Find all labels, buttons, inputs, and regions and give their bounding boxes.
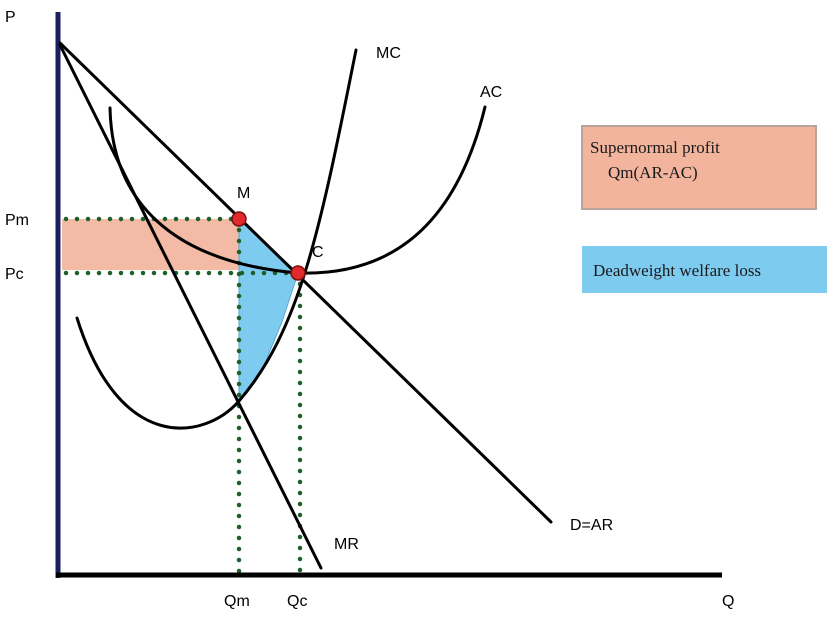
legend-deadweight-text: Deadweight welfare loss (593, 261, 761, 280)
quantity-qc-label: Qc (287, 593, 307, 610)
mc-curve (75, 48, 358, 430)
price-pm-label: Pm (5, 212, 29, 229)
mr-curve (58, 43, 323, 570)
mr-label: MR (334, 536, 359, 553)
mc-label: MC (376, 45, 401, 62)
legend-profit-line1: Supernormal profit (590, 138, 720, 157)
point-m-label: M (237, 185, 250, 202)
x-axis-label: Q (722, 593, 734, 610)
demand-curve (58, 41, 553, 524)
point-c-marker (290, 265, 306, 281)
ac-label: AC (480, 84, 502, 101)
point-c-label: C (312, 244, 324, 261)
price-pc-label: Pc (5, 266, 24, 283)
point-m-marker (231, 211, 247, 227)
quantity-qm-label: Qm (224, 593, 250, 610)
legend-profit-line2: Qm(AR-AC) (608, 163, 698, 182)
legend-deadweight-box (582, 246, 827, 293)
demand-label: D=AR (570, 517, 613, 534)
y-axis-label: P (5, 9, 16, 26)
legend-profit-box (581, 125, 817, 210)
